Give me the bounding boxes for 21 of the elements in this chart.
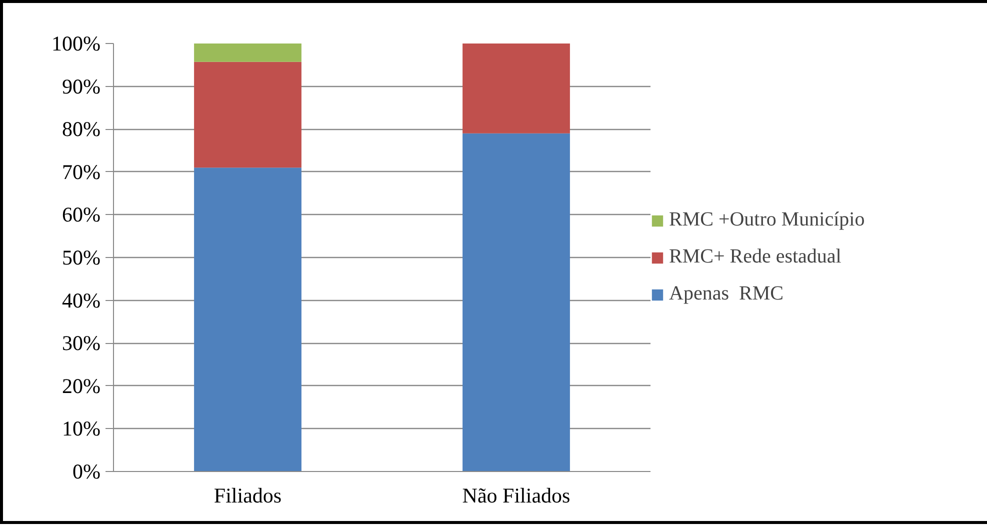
- legend-label: Apenas RMC: [669, 282, 784, 306]
- bar: [194, 168, 302, 472]
- y-tick-label: 20%: [62, 374, 101, 398]
- legend-label: RMC +Outro Município: [669, 208, 865, 232]
- x-tick-label: Filiados: [214, 484, 282, 508]
- legend-label: RMC+ Rede estadual: [669, 246, 842, 268]
- y-tick-label: 50%: [62, 246, 101, 270]
- bar: [462, 133, 570, 472]
- y-tick-label: 0%: [72, 460, 101, 484]
- x-tick-label: Não Filiados: [462, 484, 570, 508]
- y-tick-label: 80%: [62, 117, 101, 142]
- y-tick-label: 100%: [52, 32, 101, 56]
- bar: [194, 62, 302, 168]
- y-tick-label: 40%: [62, 288, 101, 312]
- y-tick-label: 30%: [62, 331, 101, 356]
- y-tick-label: 70%: [62, 160, 101, 184]
- bar: [194, 44, 302, 62]
- y-tick-label: 10%: [62, 416, 101, 441]
- y-tick-label: 90%: [62, 74, 101, 98]
- y-tick-label: 60%: [62, 202, 101, 227]
- bar: [462, 44, 570, 134]
